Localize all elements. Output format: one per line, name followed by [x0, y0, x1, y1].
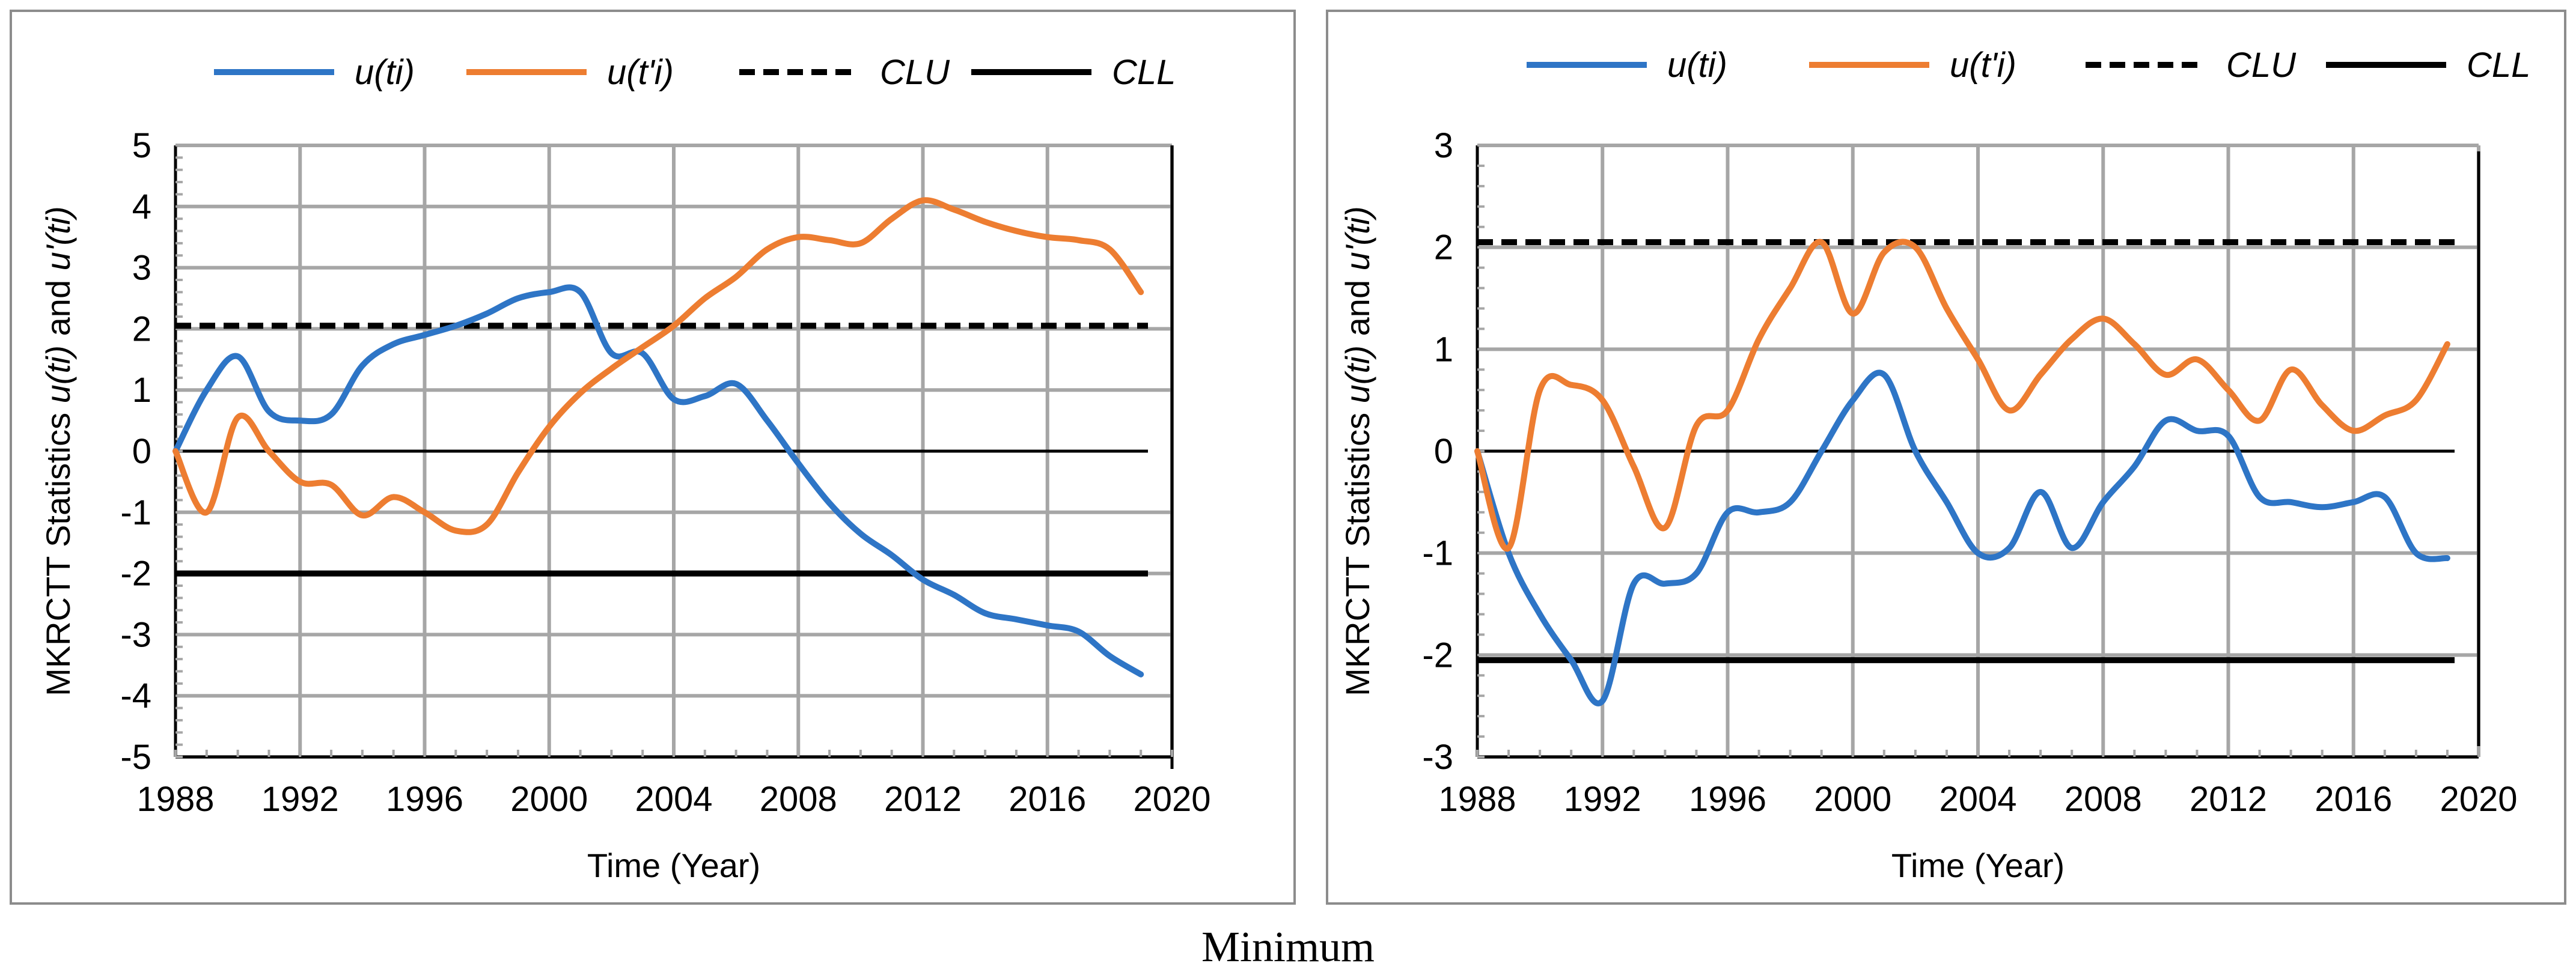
- left-y-tick-label: -1: [120, 493, 151, 532]
- left-y-axis-title-part: u(ti): [39, 345, 77, 403]
- left-x-tick-label: 1996: [386, 780, 463, 819]
- right-x-tick-label: 2008: [2065, 780, 2142, 819]
- right-y-tick-label: -1: [1422, 534, 1453, 573]
- left-x-tick-label: 1988: [136, 780, 214, 819]
- figure-caption: Minimum: [1201, 923, 1375, 971]
- left-legend-label-u-tpi: u(t'i): [607, 53, 674, 92]
- right-y-tick-label: -2: [1422, 636, 1453, 675]
- right-y-tick-label: 3: [1434, 126, 1453, 165]
- right-y-tick-label: 1: [1434, 330, 1453, 369]
- chart-svg-right: -3 -2 -1 0 1 2 3 1988 1992 1996 2000 2004 2008 2012 20…: [1338, 46, 2530, 884]
- left-y-axis-title-part: u'(ti): [39, 206, 77, 270]
- left-y-axis-title: MKRCTT Statistics u(ti) and u'(ti): [39, 206, 77, 696]
- right-series-u-tpi-line: [1474, 238, 2450, 552]
- left-y-tick-label: -2: [120, 554, 151, 594]
- left-x-tick-label: 2004: [635, 780, 712, 819]
- left-y-tick-label: 2: [132, 309, 151, 348]
- left-x-tick-label: 2008: [760, 780, 837, 819]
- right-x-tick-label: 1992: [1564, 780, 1641, 819]
- left-x-tick-label: 1992: [261, 780, 339, 819]
- right-x-tick-label: 1996: [1689, 780, 1766, 819]
- left-y-axis-title-part: and: [39, 270, 77, 345]
- right-x-tick-label: 2004: [1939, 780, 2016, 819]
- right-y-axis-title-part: u'(ti): [1338, 206, 1376, 270]
- chart-panel-right: -3 -2 -1 0 1 2 3 1988 1992 1996 2000 2004 2008 2012 20…: [1326, 10, 2566, 905]
- left-y-tick-label: 0: [132, 432, 151, 471]
- right-x-axis-title: Time (Year): [1891, 846, 2065, 884]
- right-series-u-ti-line: [1474, 369, 2450, 706]
- right-legend-label-clu: CLU: [2226, 46, 2297, 85]
- chart-svg-left: -5 -4 -3 -2 -1 0 1 2 3 4 5 1988 1992 1996 2000 2004 2008…: [39, 53, 1211, 884]
- right-x-tick-label: 2020: [2440, 780, 2517, 819]
- left-y-tick-label: -3: [120, 615, 151, 654]
- left-legend-label-clu: CLU: [880, 53, 950, 92]
- chart-panel-left: -5 -4 -3 -2 -1 0 1 2 3 4 5 1988 1992 1996 2000 2004 2008…: [10, 10, 1296, 905]
- right-legend-label-u-tpi: u(t'i): [1950, 46, 2016, 85]
- left-legend-label-cll: CLL: [1112, 53, 1176, 92]
- left-y-axis-title-part: MKRCTT Statistics: [39, 403, 77, 696]
- right-x-tick-label: 2000: [1814, 780, 1891, 819]
- right-y-axis-title-part: u(ti): [1338, 345, 1376, 403]
- right-x-tick-label: 2016: [2315, 780, 2392, 819]
- left-y-tick-label: 3: [132, 249, 151, 288]
- right-y-axis-title-part: and: [1338, 270, 1376, 345]
- right-x-tick-label: 2012: [2190, 780, 2267, 819]
- left-legend-label-u-ti: u(ti): [355, 53, 415, 92]
- right-y-tick-label: 0: [1434, 432, 1453, 471]
- left-y-tick-label: -5: [120, 738, 151, 777]
- right-legend-label-u-ti: u(ti): [1667, 46, 1727, 85]
- left-y-tick-label: 5: [132, 126, 151, 165]
- left-x-tick-label: 2016: [1009, 780, 1086, 819]
- left-y-tick-label: 1: [132, 371, 151, 410]
- left-x-tick-label: 2012: [884, 780, 962, 819]
- right-legend-label-cll: CLL: [2467, 46, 2530, 85]
- right-y-axis-title-part: MKRCTT Statistics: [1338, 403, 1376, 696]
- right-y-tick-label: -3: [1422, 738, 1453, 777]
- left-series-u-ti-line: [172, 284, 1144, 678]
- left-x-tick-label: 2020: [1133, 780, 1210, 819]
- left-y-tick-label: -4: [120, 676, 151, 715]
- right-x-tick-label: 1988: [1438, 780, 1516, 819]
- right-y-axis-title: MKRCTT Statistics u(ti) and u'(ti): [1338, 206, 1376, 696]
- left-x-axis-title: Time (Year): [587, 846, 760, 884]
- left-y-tick-label: 4: [132, 187, 151, 226]
- left-x-tick-label: 2000: [510, 780, 588, 819]
- right-y-tick-label: 2: [1434, 228, 1453, 267]
- left-series-u-tpi-line: [172, 197, 1144, 535]
